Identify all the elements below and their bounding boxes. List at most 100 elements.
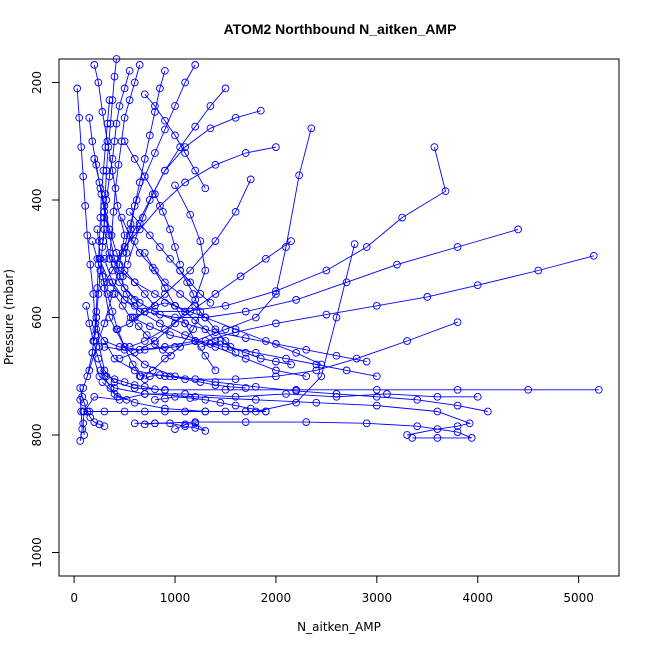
data-point [221,84,230,93]
data-point [126,225,135,234]
data-point [453,318,462,327]
data-point [201,266,210,275]
data-point [171,181,179,190]
data-point [393,260,401,269]
data-point [88,348,97,357]
series-12 [110,143,280,269]
series-line [103,146,447,313]
data-point [105,231,114,240]
data-point [332,392,341,401]
data-point [81,202,90,210]
data-point [92,325,101,334]
data-point [206,124,215,133]
series-31 [140,90,210,193]
data-point [246,175,255,184]
data-point [111,184,120,193]
data-point [211,325,220,334]
data-point [211,290,220,298]
series-36 [91,96,114,339]
data-point [433,434,442,442]
data-point [108,278,117,287]
data-point [120,343,129,351]
data-point [130,384,139,392]
y-tick-label: 600 [30,306,44,329]
data-point [135,61,144,69]
data-point [75,113,84,122]
data-point [79,172,88,181]
data-point [231,207,240,216]
data-point [140,307,149,316]
data-point [140,420,149,429]
data-point [140,382,149,391]
series-line [201,340,292,365]
y-tick-label: 800 [30,424,44,447]
data-point [216,337,225,345]
data-point [135,249,144,257]
data-point [76,437,85,445]
data-point [342,278,351,287]
data-point [251,395,260,404]
data-point [108,290,117,298]
data-point [128,313,137,322]
data-point [201,395,210,404]
data-point [211,381,220,389]
data-point [136,372,145,381]
data-point [398,213,406,222]
data-point [92,160,101,169]
data-point [272,340,280,348]
series-line [144,374,246,389]
data-point [413,395,422,404]
data-point [206,102,215,110]
data-point [272,372,280,381]
data-point [90,392,99,401]
data-point [88,237,97,245]
data-point [86,260,95,269]
data-point [292,387,300,395]
data-point [114,160,123,169]
data-point [181,407,189,416]
data-point [191,122,200,131]
data-point [116,272,125,281]
y-tick-label: 1000 [30,537,44,568]
data-point [130,419,139,428]
data-point [211,237,220,245]
data-point [292,398,300,407]
data-point [85,319,94,328]
data-point [453,401,462,410]
series-18 [128,313,381,381]
data-point [117,213,126,222]
series-line [109,64,141,259]
data-point [106,119,115,128]
series-line [129,211,211,304]
data-point [145,372,154,381]
series-40 [120,61,200,251]
data-point [100,337,109,345]
data-point [261,407,270,416]
data-point [176,143,184,151]
data-point [100,319,109,328]
data-point [473,392,482,401]
data-point [140,155,149,163]
data-point [105,313,114,322]
data-point [151,108,159,116]
data-point [272,143,280,151]
data-point [272,366,280,375]
data-point [110,290,119,298]
data-point [93,254,102,263]
data-point [156,310,164,319]
series-line [79,64,126,441]
data-point [191,424,200,432]
data-point [191,316,200,325]
x-axis-label: N_aitken_AMP [297,620,381,634]
data-point [96,366,105,375]
data-point [161,404,169,413]
data-point [110,254,119,263]
data-point [130,348,139,357]
data-point [372,401,381,410]
data-point [110,378,119,386]
data-point [191,166,200,175]
data-point [90,61,99,69]
series-44 [96,366,169,395]
data-point [282,354,290,363]
